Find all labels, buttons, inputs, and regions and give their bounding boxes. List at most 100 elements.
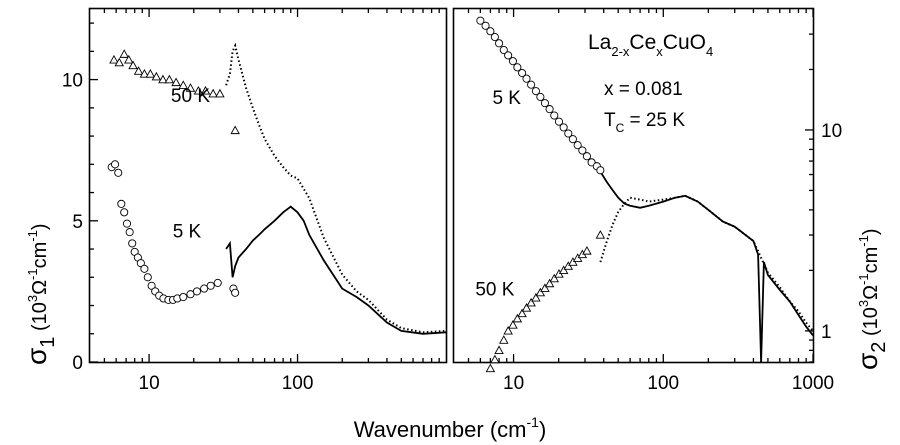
y-tick-label: 5 xyxy=(72,212,83,233)
data-point-50-k-thz xyxy=(526,297,536,307)
data-point-5-k-thz xyxy=(518,68,527,78)
data-point-50-k-thz xyxy=(178,80,189,89)
data-point-50-k-thz xyxy=(540,283,550,292)
data-point-5-k-thz xyxy=(527,80,536,89)
tc-value: TC = 25 K xyxy=(604,110,685,135)
data-point-5-k-thz xyxy=(504,51,513,60)
data-point-5-k-thz xyxy=(550,111,559,120)
data-point-50-k-thz xyxy=(139,69,150,78)
data-point-5-k-thz xyxy=(200,284,209,293)
right-y-axis-label: σ2 (103Ω-1cm-1) xyxy=(852,228,890,370)
temperature-label: 5 K xyxy=(173,222,202,243)
x-tick-label: 1000 xyxy=(792,373,834,394)
data-point-5-k-thz xyxy=(536,92,545,101)
series-line-50-k xyxy=(599,194,814,332)
y-tick-label: 10 xyxy=(62,71,83,92)
data-point-50-k-thz xyxy=(185,83,196,92)
data-point-5-k-thz xyxy=(120,208,129,217)
left-annotations: 50 K 5 K xyxy=(171,86,210,243)
data-point-50-k-thz xyxy=(517,308,527,318)
data-point-5-k-thz xyxy=(559,123,568,132)
data-point-50-k-thz xyxy=(109,54,119,64)
series-line-5-k xyxy=(599,171,814,363)
data-point-50-k-thz xyxy=(124,54,134,64)
data-point-50-k-thz xyxy=(535,287,546,297)
data-point-5-k-thz xyxy=(143,273,152,282)
sample-formula: La2-xCexCuO4 xyxy=(588,31,713,59)
data-point-50-k-thz xyxy=(171,77,181,87)
data-point-5-k-thz xyxy=(140,264,149,273)
y-tick-label: 1 xyxy=(821,322,832,343)
data-point-5-k-thz xyxy=(596,166,605,175)
data-point-5-k-thz xyxy=(554,117,564,126)
data-point-50-k-thz xyxy=(531,292,541,302)
x-tick-label: 100 xyxy=(647,373,679,394)
data-point-5-k-thz xyxy=(495,39,504,48)
x-tick-label: 100 xyxy=(282,373,314,394)
right-annotations: 5 K 50 K xyxy=(475,88,521,301)
data-point-50-k-thz xyxy=(133,66,144,75)
data-point-5-k-thz xyxy=(111,160,120,169)
x-tick-label: 10 xyxy=(503,373,524,394)
left-axis-ticks: 10 100 0 5 10 xyxy=(62,9,440,394)
x-axis-label: Wavenumber (cm-1) xyxy=(354,414,547,442)
data-point-5-k-thz xyxy=(564,129,573,138)
data-point-50-k-thz xyxy=(563,261,574,270)
data-point-5-k-thz xyxy=(476,16,485,25)
data-point-50-k-thz xyxy=(119,49,129,58)
data-point-5-k-thz xyxy=(122,219,132,228)
data-point-5-k-thz xyxy=(125,228,134,237)
data-point-5-k-thz xyxy=(147,281,156,290)
data-point-5-k-thz xyxy=(545,105,554,114)
series-line-50-k xyxy=(225,42,447,334)
data-point-50-k-thz xyxy=(200,85,211,95)
data-point-50-k-thz xyxy=(485,363,496,373)
x-tick-label: 10 xyxy=(139,373,160,394)
left-series-group xyxy=(107,42,447,335)
data-point-5-k-thz xyxy=(508,57,517,66)
data-point-50-k-thz xyxy=(494,345,504,354)
sample-annotation: La2-xCexCuO4 x = 0.081 TC = 25 K xyxy=(588,31,713,135)
left-panel-frame xyxy=(88,7,448,364)
data-point-50-k-thz xyxy=(114,57,125,67)
data-point-5-k-thz xyxy=(213,278,222,287)
data-point-5-k-thz xyxy=(573,141,582,150)
data-point-50-k-thz xyxy=(582,245,592,255)
data-point-50-k-thz xyxy=(512,313,523,323)
data-point-50-k-thz xyxy=(544,278,555,288)
data-point-50-k-thz xyxy=(490,354,500,364)
data-point-50-k-thz xyxy=(145,69,156,78)
data-point-5-k-thz xyxy=(582,152,591,161)
data-point-50-k-thz xyxy=(499,335,509,344)
data-point-5-k-thz xyxy=(128,239,137,248)
y-tick-label: 0 xyxy=(72,353,83,374)
data-point-50-k-thz xyxy=(549,273,560,283)
data-point-5-k-thz xyxy=(531,87,540,96)
data-point-50-k-thz xyxy=(164,74,175,84)
data-point-5-k-thz xyxy=(522,74,531,83)
data-point-50-k-thz xyxy=(151,71,162,81)
data-point-5-k-thz xyxy=(578,146,587,155)
data-point-50-k-thz xyxy=(208,88,218,98)
data-point-50-k-thz xyxy=(503,325,513,335)
data-point-5-k-thz xyxy=(192,287,201,296)
data-point-5-k-thz xyxy=(499,45,508,55)
data-point-5-k-thz xyxy=(179,292,188,302)
series-line-5-k xyxy=(225,205,447,335)
data-point-5-k-thz xyxy=(114,168,123,177)
right-panel-frame xyxy=(452,7,815,364)
data-point-5-k-thz xyxy=(136,259,145,268)
data-point-50-k-thz xyxy=(558,265,569,275)
data-point-50-k-thz xyxy=(595,230,606,239)
data-point-50-k-thz xyxy=(193,85,204,95)
y-tick-label: 10 xyxy=(821,121,842,142)
data-point-5-k-thz xyxy=(481,21,490,30)
data-point-5-k-thz xyxy=(117,199,126,208)
data-point-50-k-thz xyxy=(230,125,240,135)
data-point-5-k-thz xyxy=(231,288,240,297)
data-point-5-k-thz xyxy=(486,27,495,36)
data-point-50-k-thz xyxy=(508,320,518,329)
data-point-50-k-thz xyxy=(521,303,532,312)
data-point-50-k-thz xyxy=(215,88,225,98)
